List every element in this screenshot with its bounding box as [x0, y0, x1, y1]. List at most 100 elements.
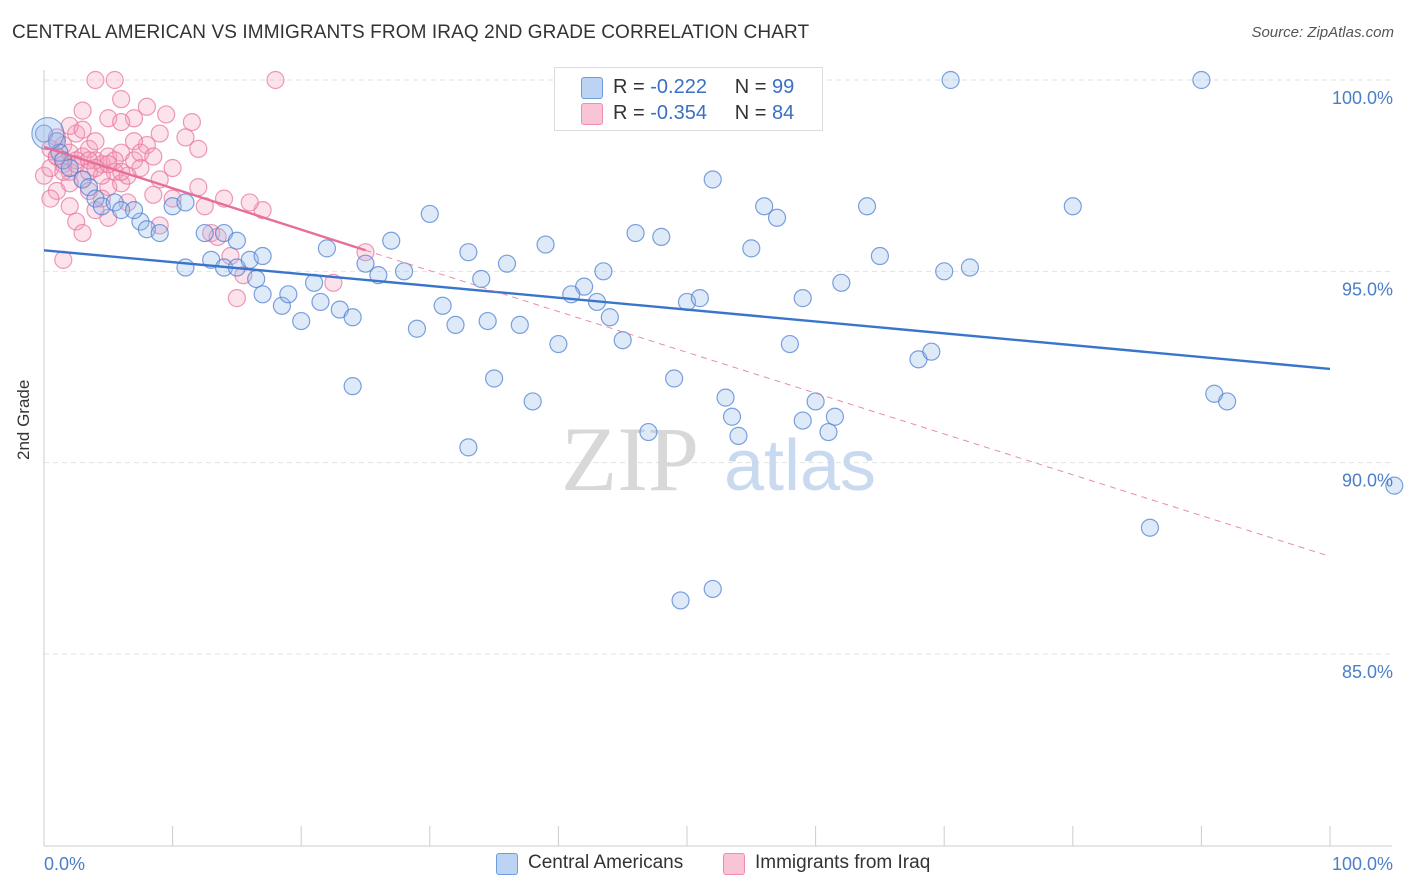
axes: [43, 70, 1392, 847]
data-point: [176, 128, 195, 147]
data-point: [124, 132, 144, 151]
data-point: [73, 120, 92, 139]
data-point: [189, 178, 208, 197]
data-point: [523, 392, 542, 411]
trend-line-iraq: [43, 145, 366, 252]
data-point: [112, 201, 131, 220]
data-point: [144, 147, 163, 166]
legend-label-central-americans: Central Americans: [528, 852, 684, 873]
legend-swatch-pink: [581, 103, 603, 125]
data-point: [73, 223, 92, 243]
data-point-large: [31, 116, 65, 151]
data-point: [86, 70, 105, 90]
watermark-zip: ZIP: [561, 408, 699, 510]
data-point: [536, 235, 555, 254]
data-point: [960, 258, 980, 277]
data-point: [1063, 197, 1082, 216]
data-point: [407, 319, 427, 338]
data-point: [729, 426, 748, 445]
correlation-legend: R = -0.222 N = 99 R = -0.354 N = 84: [554, 67, 823, 131]
data-point: [665, 369, 684, 388]
y-tick-label: 100.0%: [1332, 88, 1393, 108]
y-tick-label: 95.0%: [1342, 279, 1393, 299]
x-tick-label: 100.0%: [1332, 854, 1393, 874]
data-point: [292, 311, 311, 331]
y-tick-label: 90.0%: [1342, 471, 1393, 491]
legend-n-label: N =: [734, 76, 767, 98]
legend-n-label: N =: [734, 102, 767, 124]
data-point: [150, 124, 169, 143]
data-point: [112, 112, 131, 132]
data-point: [857, 197, 877, 216]
data-point: [626, 223, 645, 243]
data-point: [150, 223, 169, 243]
data-point: [922, 342, 941, 361]
data-point: [941, 70, 960, 90]
data-point: [1192, 70, 1211, 90]
data-point: [819, 422, 838, 442]
legend-label-iraq: Immigrants from Iraq: [755, 852, 931, 873]
data-point: [47, 132, 66, 151]
legend-blue-n: 99: [772, 76, 795, 98]
data-point: [780, 334, 799, 354]
data-point: [459, 243, 478, 262]
data-point: [793, 289, 812, 308]
data-point: [247, 269, 266, 289]
data-point: [240, 193, 259, 212]
trend-lines: [43, 145, 1331, 557]
data-point: [279, 285, 298, 304]
data-point: [1140, 518, 1160, 537]
grid-lines: [44, 79, 1392, 655]
data-point: [433, 296, 452, 315]
data-point: [767, 208, 787, 227]
data-point: [703, 579, 722, 599]
legend-pink-r: -0.354: [650, 102, 707, 124]
data-point: [420, 204, 439, 224]
legend-swatch-iraq: [723, 853, 745, 875]
data-point: [105, 70, 124, 90]
watermark: ZIP atlas: [561, 408, 876, 510]
data-point: [356, 254, 375, 273]
data-point: [716, 388, 735, 407]
data-point: [459, 438, 478, 457]
data-point: [79, 178, 99, 197]
data-point: [182, 112, 201, 132]
data-point: [73, 101, 92, 120]
data-point: [497, 254, 517, 273]
data-point: [510, 315, 529, 335]
data-point: [690, 289, 709, 308]
data-point: [369, 266, 388, 285]
watermark-atlas: atlas: [724, 426, 876, 506]
series-central-americans-points: [31, 70, 1404, 610]
data-point: [86, 132, 105, 151]
data-point: [394, 262, 414, 281]
data-point: [60, 197, 79, 216]
data-point: [742, 239, 761, 258]
data-point: [825, 407, 844, 426]
data-point: [227, 231, 246, 250]
data-point: [446, 315, 465, 335]
y-tick-label: 85.0%: [1342, 662, 1393, 682]
data-point: [594, 262, 613, 281]
data-point: [227, 289, 246, 308]
data-point: [343, 308, 362, 327]
data-point: [221, 246, 240, 266]
data-point: [157, 105, 176, 124]
data-point: [1385, 476, 1404, 495]
data-point: [703, 170, 722, 189]
data-point: [870, 246, 890, 266]
data-point: [343, 377, 362, 396]
data-point: [317, 239, 337, 258]
data-point: [41, 189, 60, 208]
data-point: [144, 185, 163, 204]
legend-pink-n: 84: [772, 102, 795, 124]
data-point: [935, 262, 954, 281]
data-point: [272, 296, 292, 315]
source-credit: Source: ZipAtlas.com: [1251, 24, 1394, 41]
data-point: [253, 285, 272, 304]
data-point: [112, 90, 131, 109]
data-point: [253, 246, 272, 266]
data-point: [189, 139, 208, 158]
data-point: [722, 407, 742, 426]
